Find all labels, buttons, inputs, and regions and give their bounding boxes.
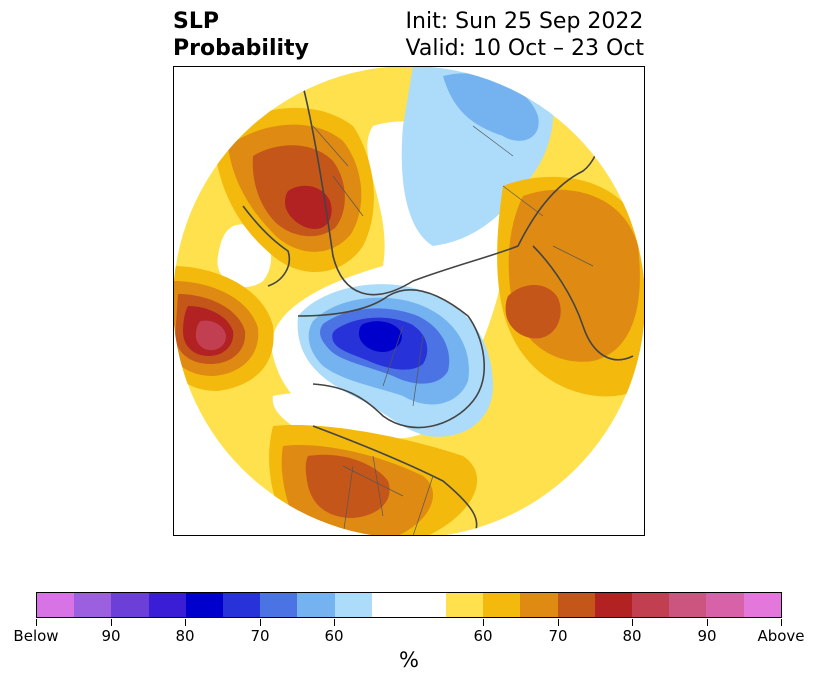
colorbar-tick-label: Above — [757, 627, 805, 645]
colorbar-segment — [743, 593, 781, 617]
colorbar-segment — [222, 593, 261, 617]
colorbar-tick-label: 90 — [101, 627, 121, 645]
title-type: Probability — [173, 36, 309, 61]
colorbar-tick — [111, 619, 112, 626]
colorbar-segment — [74, 593, 112, 617]
colorbar-unit: % — [399, 648, 419, 672]
colorbar — [36, 592, 782, 618]
us-rust — [305, 454, 390, 518]
colorbar-tick — [781, 619, 782, 626]
init-date: Init: Sun 25 Sep 2022 — [405, 9, 644, 34]
colorbar-segment — [632, 593, 670, 617]
colorbar-segment — [334, 593, 372, 617]
europe-red — [285, 185, 332, 229]
coastline — [297, 289, 485, 429]
borders — [312, 125, 594, 536]
probability-map — [173, 66, 645, 536]
colorbar-segment — [557, 593, 595, 617]
coastline — [302, 75, 608, 296]
colorbar-tick — [707, 619, 708, 626]
colorbar-tick — [483, 619, 484, 626]
colorbar-segment — [371, 593, 447, 617]
colorbar-segment — [37, 593, 75, 617]
colorbar-segment — [260, 593, 298, 617]
colorbar-segment — [520, 593, 558, 617]
colorbar-segment — [483, 593, 521, 617]
colorbar-segment — [185, 593, 223, 617]
colorbar-tick — [632, 619, 633, 626]
colorbar-tick — [558, 619, 559, 626]
coastline — [242, 205, 290, 287]
valid-range: Valid: 10 Oct – 23 Oct — [405, 36, 644, 61]
colorbar-tick-label: 60 — [473, 627, 493, 645]
colorbar-tick — [334, 619, 335, 626]
colorbar-tick — [36, 619, 37, 626]
colorbar-tick-label: Below — [13, 627, 59, 645]
coastlines — [242, 75, 634, 536]
colorbar-tick — [185, 619, 186, 626]
colorbar-tick — [260, 619, 261, 626]
colorbar-tick-label: 70 — [250, 627, 270, 645]
colorbar-tick-label: 80 — [622, 627, 642, 645]
map-title: SLP Probability — [173, 8, 309, 62]
arctic-core — [359, 321, 402, 352]
colorbar-segment — [706, 593, 744, 617]
colorbar-tick-label: 60 — [324, 627, 344, 645]
forecast-dates: Init: Sun 25 Sep 2022 Valid: 10 Oct – 23… — [406, 8, 644, 62]
colorbar-tick-label: 80 — [175, 627, 195, 645]
asia-rust — [505, 284, 561, 339]
pacific-core — [195, 320, 226, 351]
title-variable: SLP — [173, 9, 219, 34]
colorbar-segment — [111, 593, 149, 617]
colorbar-segment — [446, 593, 484, 617]
colorbar-segment — [669, 593, 707, 617]
colorbar-segment — [594, 593, 633, 617]
coastline — [312, 425, 478, 536]
border — [342, 325, 434, 536]
coastline — [532, 245, 634, 361]
border — [312, 125, 594, 517]
colorbar-segment — [148, 593, 186, 617]
colorbar-segment — [297, 593, 335, 617]
colorbar-tick-label: 90 — [697, 627, 717, 645]
colorbar-tick-label: 70 — [548, 627, 568, 645]
